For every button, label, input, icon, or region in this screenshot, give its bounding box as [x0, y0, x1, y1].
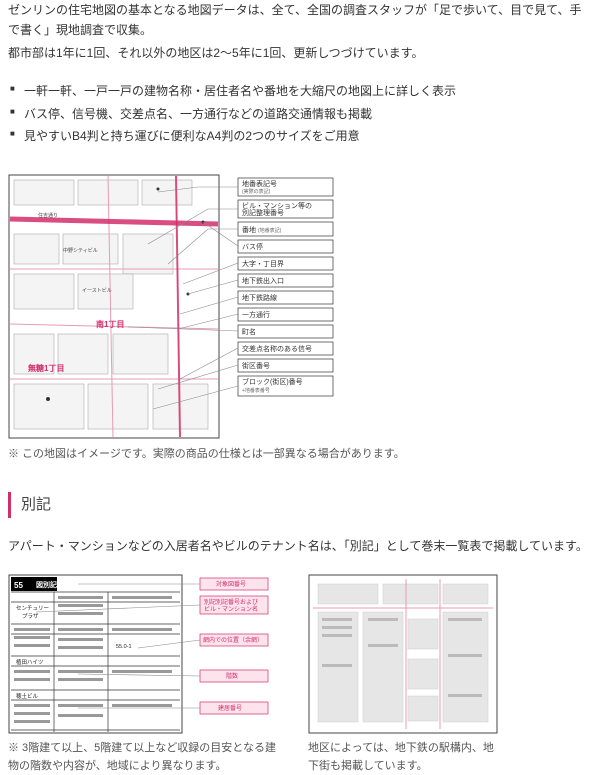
section-heading-bekki: 別記 — [8, 492, 593, 518]
map1-note: ※ この地図はイメージです。実際の商品の仕様とは一部異なる場合があります。 — [8, 445, 593, 464]
svg-text:交差点名称のある信号: 交差点名称のある信号 — [242, 344, 312, 353]
svg-text:街区番号: 街区番号 — [242, 361, 270, 370]
svg-text:階数: 階数 — [226, 672, 238, 680]
svg-text:無糖1丁目: 無糖1丁目 — [28, 363, 64, 373]
svg-text:植田ハイツ: 植田ハイツ — [16, 658, 43, 666]
svg-text:ブロック(街区)番号: ブロック(街区)番号 — [242, 377, 303, 386]
map-svg-1: 住吉通り 南1丁目 無糖1丁目 中野シティビル イーストビル 地番表記号 (実際… — [8, 174, 348, 439]
feature-list: 一軒一軒、一戸一戸の建物名称・居住者名や番地を大縮尺の地図上に詳しく表示 バス停… — [8, 81, 593, 146]
svg-text:町名: 町名 — [242, 327, 256, 336]
intro-line-1: ゼンリンの住宅地図の基本となる地図データは、全て、全国の調査スタッフが「足で歩い… — [8, 0, 593, 41]
svg-text:中野シティビル: 中野シティビル — [63, 247, 98, 254]
underground-map-svg — [308, 574, 498, 734]
list-item: バス停、信号機、交差点名、一方通行などの道路交通情報も掲載 — [10, 104, 593, 124]
svg-text:穂土ビル: 穂土ビル — [16, 692, 39, 700]
svg-text:プラザ: プラザ — [22, 613, 39, 620]
svg-text:ビル・マンション等の: ビル・マンション等の — [242, 201, 312, 210]
svg-text:センチュリー: センチュリー — [16, 605, 49, 612]
intro-block: ゼンリンの住宅地図の基本となる地図データは、全て、全国の調査スタッフが「足で歩い… — [8, 0, 593, 63]
bekki-right-note: 地区によっては、地下鉄の駅構内、地下街も掲載しています。 — [308, 740, 498, 775]
svg-text:+地番表番号: +地番表番号 — [242, 387, 270, 394]
svg-text:建居番号: 建居番号 — [218, 704, 242, 712]
section2-columns: 55 図別記 センチュリー プラザ 植田ハイツ 穂土ビル — [8, 574, 593, 775]
svg-text:55.0-1: 55.0-1 — [116, 644, 132, 650]
section2-intro: アパート・マンションなどの入居者名やビルのテナント名は、「別記」として巻末一覧表… — [8, 536, 593, 556]
list-item: 見やすいB4判と持ち運びに便利なA4判の2つのサイズをご用意 — [10, 126, 593, 146]
intro-line-2: 都市部は1年に1回、それ以外の地区は2～5年に1回、更新しつづけています。 — [8, 43, 593, 63]
svg-text:大字・丁目界: 大字・丁目界 — [242, 259, 284, 268]
bekki-right: 地区によっては、地下鉄の駅構内、地下街も掲載しています。 — [308, 574, 498, 775]
svg-text:地下鉄路線: 地下鉄路線 — [242, 293, 277, 302]
svg-text:一方通行: 一方通行 — [242, 310, 270, 319]
bekki-table-svg: 55 図別記 センチュリー プラザ 植田ハイツ 穂土ビル — [8, 574, 273, 734]
svg-text:南1丁目: 南1丁目 — [96, 319, 124, 329]
svg-text:バス停: バス停 — [242, 242, 263, 251]
svg-text:図別記: 図別記 — [36, 580, 57, 589]
svg-text:55: 55 — [14, 581, 23, 590]
map-legend: 地番表記号 (実際の表記) ビル・マンション等の 別記整理番号 番地 (地番表記… — [128, 178, 333, 409]
bekki-left-note: ※ 3階建て以上、5階建て以上など収録の目安となる建物の階数や内容が、地域により… — [8, 740, 278, 775]
svg-text:イーストビル: イーストビル — [82, 287, 112, 294]
svg-text:(実際の表記): (実際の表記) — [242, 188, 271, 195]
svg-text:別記別記番号および: 別記別記番号および — [204, 598, 258, 606]
svg-text:対象図番号: 対象図番号 — [216, 580, 246, 588]
svg-text:地下鉄出入口: 地下鉄出入口 — [242, 276, 284, 285]
svg-text:住吉通り: 住吉通り — [38, 212, 58, 219]
bekki-left: 55 図別記 センチュリー プラザ 植田ハイツ 穂土ビル — [8, 574, 278, 775]
list-item: 一軒一軒、一戸一戸の建物名称・居住者名や番地を大縮尺の地図上に詳しく表示 — [10, 81, 593, 101]
svg-text:別記整理番号: 別記整理番号 — [242, 208, 284, 217]
svg-text:ビル・マンション名: ビル・マンション名 — [204, 605, 258, 613]
svg-text:網内での位置（余網）: 網内での位置（余網） — [203, 636, 263, 644]
svg-text:地番表記号: 地番表記号 — [242, 179, 277, 188]
map-figure-1: 住吉通り 南1丁目 無糖1丁目 中野シティビル イーストビル 地番表記号 (実際… — [8, 174, 593, 439]
